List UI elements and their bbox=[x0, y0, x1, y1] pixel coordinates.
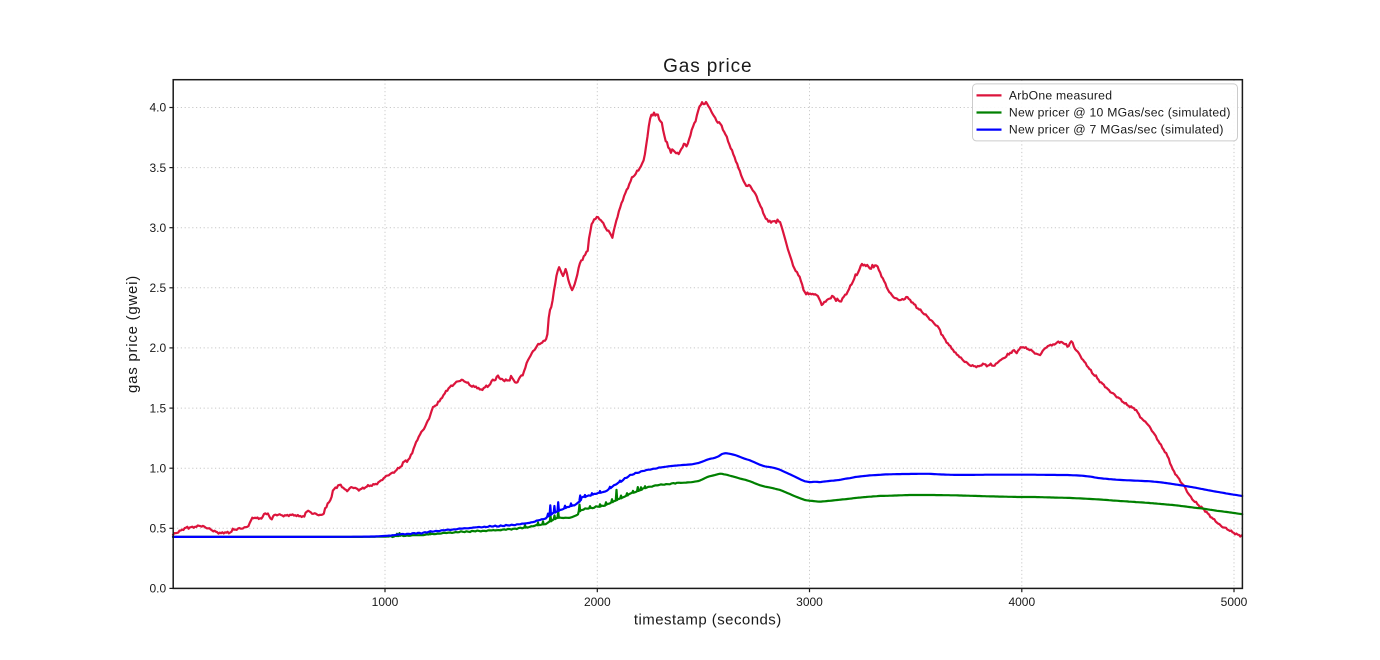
svg-text:0.5: 0.5 bbox=[150, 522, 167, 536]
svg-text:2000: 2000 bbox=[584, 595, 611, 609]
svg-text:5000: 5000 bbox=[1221, 595, 1248, 609]
svg-text:Gas price: Gas price bbox=[663, 56, 752, 77]
svg-text:3.5: 3.5 bbox=[150, 161, 167, 175]
svg-text:1000: 1000 bbox=[372, 595, 399, 609]
svg-text:0.0: 0.0 bbox=[150, 582, 167, 596]
svg-text:1.5: 1.5 bbox=[150, 401, 167, 415]
svg-text:3000: 3000 bbox=[796, 595, 823, 609]
svg-text:1.0: 1.0 bbox=[150, 461, 167, 475]
svg-text:New pricer @ 7 MGas/sec (simul: New pricer @ 7 MGas/sec (simulated) bbox=[1009, 123, 1224, 137]
svg-text:2.0: 2.0 bbox=[150, 341, 167, 355]
svg-text:gas price (gwei): gas price (gwei) bbox=[124, 275, 141, 393]
svg-text:New pricer @ 10 MGas/sec (simu: New pricer @ 10 MGas/sec (simulated) bbox=[1009, 105, 1231, 119]
svg-text:3.0: 3.0 bbox=[150, 221, 167, 235]
svg-text:4.0: 4.0 bbox=[150, 101, 167, 115]
svg-text:timestamp (seconds): timestamp (seconds) bbox=[634, 612, 782, 629]
svg-text:4000: 4000 bbox=[1008, 595, 1035, 609]
svg-text:2.5: 2.5 bbox=[150, 281, 167, 295]
svg-text:ArbOne measured: ArbOne measured bbox=[1009, 88, 1112, 102]
